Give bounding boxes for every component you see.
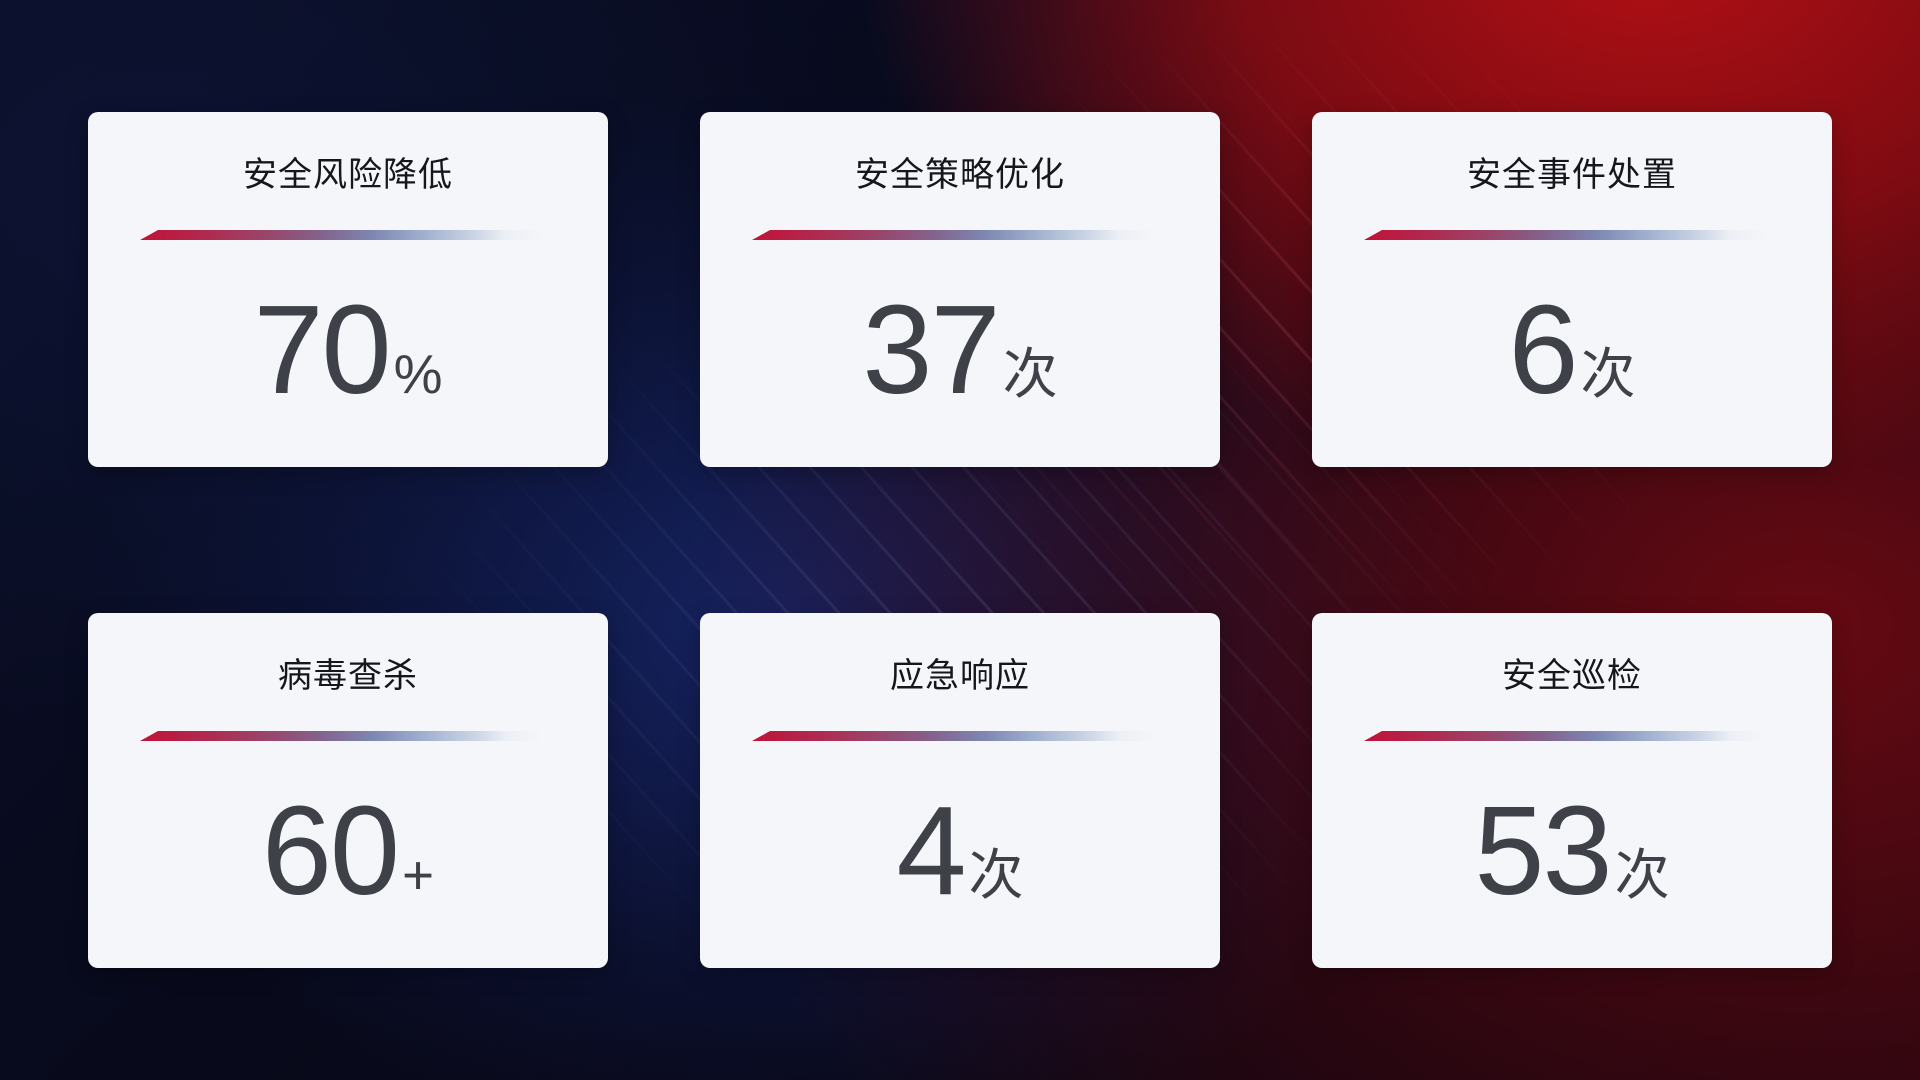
stat-unit: + [402,843,435,906]
card-title: 应急响应 [890,657,1030,695]
stat-value-area: 70% [140,240,556,459]
stat-value-area: 37次 [752,240,1168,459]
stat-value-area: 60+ [140,741,556,960]
card-title: 病毒查杀 [278,657,418,695]
stat-number: 4次 [896,787,1024,914]
stat-unit: 次 [1580,342,1636,405]
stat-number: 6次 [1508,286,1636,413]
stat-card-security-policy-optimization: 安全策略优化 37次 [700,112,1220,467]
card-title: 安全巡检 [1502,657,1642,695]
stat-value: 37 [862,278,1000,420]
stat-value: 4 [896,779,966,921]
stat-card-security-inspection: 安全巡检 53次 [1312,613,1832,968]
stats-grid: 安全风险降低 70% 安全策略优化 37次 安全事件处置 6次 病毒查杀 60+ [88,112,1832,968]
stat-value: 70 [253,278,391,420]
gradient-divider [140,230,556,240]
gradient-divider [140,731,556,741]
stat-unit: 次 [1614,843,1670,906]
stat-card-virus-scan: 病毒查杀 60+ [88,613,608,968]
stat-value-area: 53次 [1364,741,1780,960]
gradient-divider [1364,731,1780,741]
stat-number: 60+ [262,787,435,914]
stat-unit: 次 [968,843,1024,906]
gradient-divider [752,731,1168,741]
stat-number: 53次 [1474,787,1670,914]
card-title: 安全事件处置 [1467,156,1677,194]
stat-card-emergency-response: 应急响应 4次 [700,613,1220,968]
stat-number: 37次 [862,286,1058,413]
card-title: 安全策略优化 [855,156,1065,194]
gradient-divider [752,230,1168,240]
stat-unit: 次 [1002,342,1058,405]
card-title: 安全风险降低 [243,156,453,194]
stat-card-security-incident-handling: 安全事件处置 6次 [1312,112,1832,467]
stat-unit: % [393,342,443,405]
stat-value-area: 6次 [1364,240,1780,459]
stat-value-area: 4次 [752,741,1168,960]
stat-card-security-risk-reduction: 安全风险降低 70% [88,112,608,467]
stat-value: 6 [1508,278,1578,420]
stat-value: 53 [1474,779,1612,921]
gradient-divider [1364,230,1780,240]
stat-value: 60 [261,779,400,921]
stat-number: 70% [253,286,443,413]
